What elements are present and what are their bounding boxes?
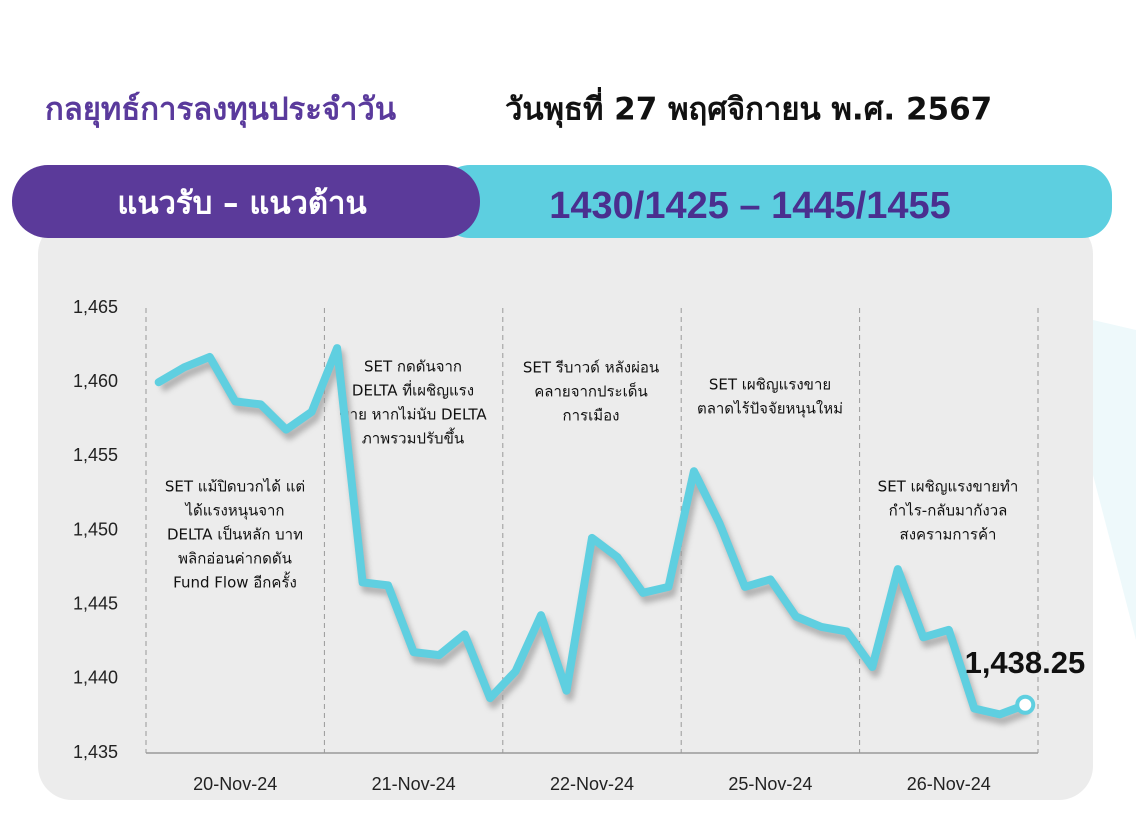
annotation: ภาพรวมปรับขึ้น bbox=[362, 428, 464, 448]
x-tick-label: 20-Nov-24 bbox=[193, 774, 277, 794]
band-label: แนวรับ – แนวต้าน bbox=[117, 186, 366, 222]
annotation: SET รีบาวด์ หลังผ่อน bbox=[523, 359, 659, 377]
y-tick-label: 1,450 bbox=[73, 519, 118, 539]
x-tick-label: 25-Nov-24 bbox=[728, 774, 812, 794]
y-tick-label: 1,435 bbox=[73, 742, 118, 762]
annotation: SET กดดันจาก bbox=[364, 358, 462, 376]
annotation: ขาย หากไม่นับ DELTA bbox=[339, 406, 487, 424]
x-tick-label: 21-Nov-24 bbox=[372, 774, 456, 794]
y-tick-label: 1,460 bbox=[73, 371, 118, 391]
chart-panel bbox=[38, 220, 1093, 800]
y-tick-label: 1,440 bbox=[73, 668, 118, 688]
annotation: ตลาดไร้ปัจจัยหนุนใหม่ bbox=[697, 400, 843, 419]
annotation: กำไร-กลับมากังวล bbox=[889, 502, 1008, 520]
annotation: SET เผชิญแรงขาย bbox=[709, 376, 831, 394]
value-label: 1,438.25 bbox=[965, 645, 1086, 680]
annotation: ได้แรงหนุนจาก bbox=[184, 502, 284, 521]
band-levels: 1430/1425 – 1445/1455 bbox=[549, 185, 951, 227]
annotation: DELTA เป็นหลัก บาท bbox=[167, 525, 303, 544]
plot: 1,435 1,440 1,445 1,450 1,455 1,460 1,465 20-No… bbox=[73, 297, 1085, 794]
y-tick-label: 1,445 bbox=[73, 593, 118, 613]
date: วันพุธที่ 27 พฤศจิกายน พ.ศ. 2567 bbox=[505, 87, 992, 129]
levels-band bbox=[440, 165, 1112, 238]
y-tick-label: 1,465 bbox=[73, 297, 118, 317]
annotation: พลิกอ่อนค่ากดดัน bbox=[178, 550, 292, 568]
title: กลยุทธ์การลงทุนประจำวัน bbox=[45, 92, 396, 129]
annotation: การเมือง bbox=[563, 407, 620, 425]
price-line bbox=[154, 344, 1030, 719]
annotation: Fund Flow อีกครั้ง bbox=[173, 572, 297, 592]
annotation: สงครามการค้า bbox=[900, 526, 997, 544]
y-tick-label: 1,455 bbox=[73, 445, 118, 465]
annotation: คลายจากประเด็น bbox=[534, 382, 648, 401]
annotation: SET เผชิญแรงขายทำ bbox=[878, 478, 1019, 496]
end-point bbox=[1015, 694, 1036, 715]
annotation: SET แม้ปิดบวกได้ แต่ bbox=[165, 478, 305, 496]
x-tick-label: 26-Nov-24 bbox=[907, 774, 991, 794]
x-tick-label: 22-Nov-24 bbox=[550, 774, 634, 794]
annotation: DELTA ที่เผชิญแรง bbox=[352, 380, 474, 400]
label-band bbox=[12, 165, 480, 238]
